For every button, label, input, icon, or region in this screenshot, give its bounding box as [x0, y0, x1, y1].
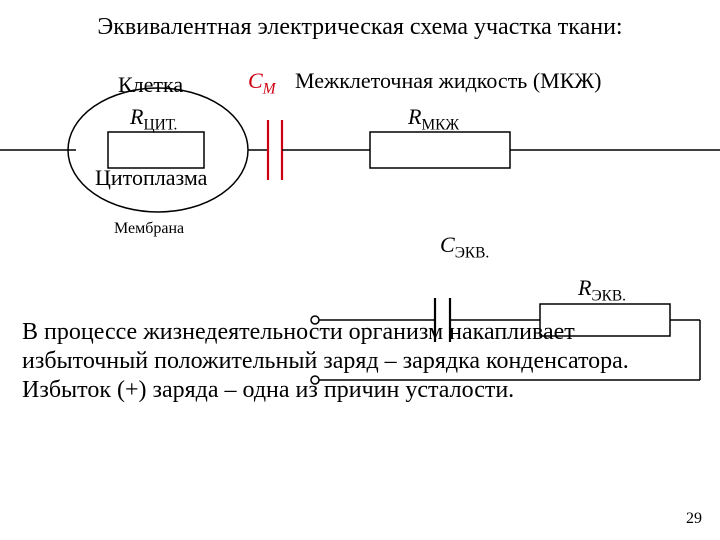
r-mkzh-box — [370, 132, 510, 168]
page-title: Эквивалентная электрическая схема участк… — [0, 14, 720, 41]
label-membrane: Мембрана — [114, 220, 184, 238]
c-m-sub: М — [263, 80, 276, 97]
r-ekv-letter: R — [578, 275, 591, 300]
c-ekv-sub: ЭКВ. — [455, 244, 490, 261]
c-ekv-letter: С — [440, 232, 455, 257]
label-r-ekv: RЭКВ. — [578, 275, 626, 305]
label-c-ekv: СЭКВ. — [440, 232, 489, 262]
c-m-letter: С — [248, 68, 263, 93]
label-c-m: СМ — [248, 68, 276, 98]
r-cit-sub: ЦИТ. — [143, 116, 177, 133]
label-intercellular: Межклеточная жидкость (МКЖ) — [295, 68, 601, 94]
r-ekv-sub: ЭКВ. — [591, 287, 626, 304]
r-mkzh-sub: МКЖ — [421, 116, 459, 133]
body-paragraph: В процессе жизнедеятельности организм на… — [22, 318, 698, 404]
r-cit-letter: R — [130, 104, 143, 129]
label-r-cit: RЦИТ. — [130, 104, 177, 134]
label-r-mkzh: RМКЖ — [408, 104, 459, 134]
label-cell: Клетка — [118, 72, 183, 98]
r-mkzh-letter: R — [408, 104, 421, 129]
label-cytoplasm: Цитоплазма — [95, 165, 207, 191]
page-number: 29 — [686, 510, 702, 528]
r-cit-box — [108, 132, 204, 168]
